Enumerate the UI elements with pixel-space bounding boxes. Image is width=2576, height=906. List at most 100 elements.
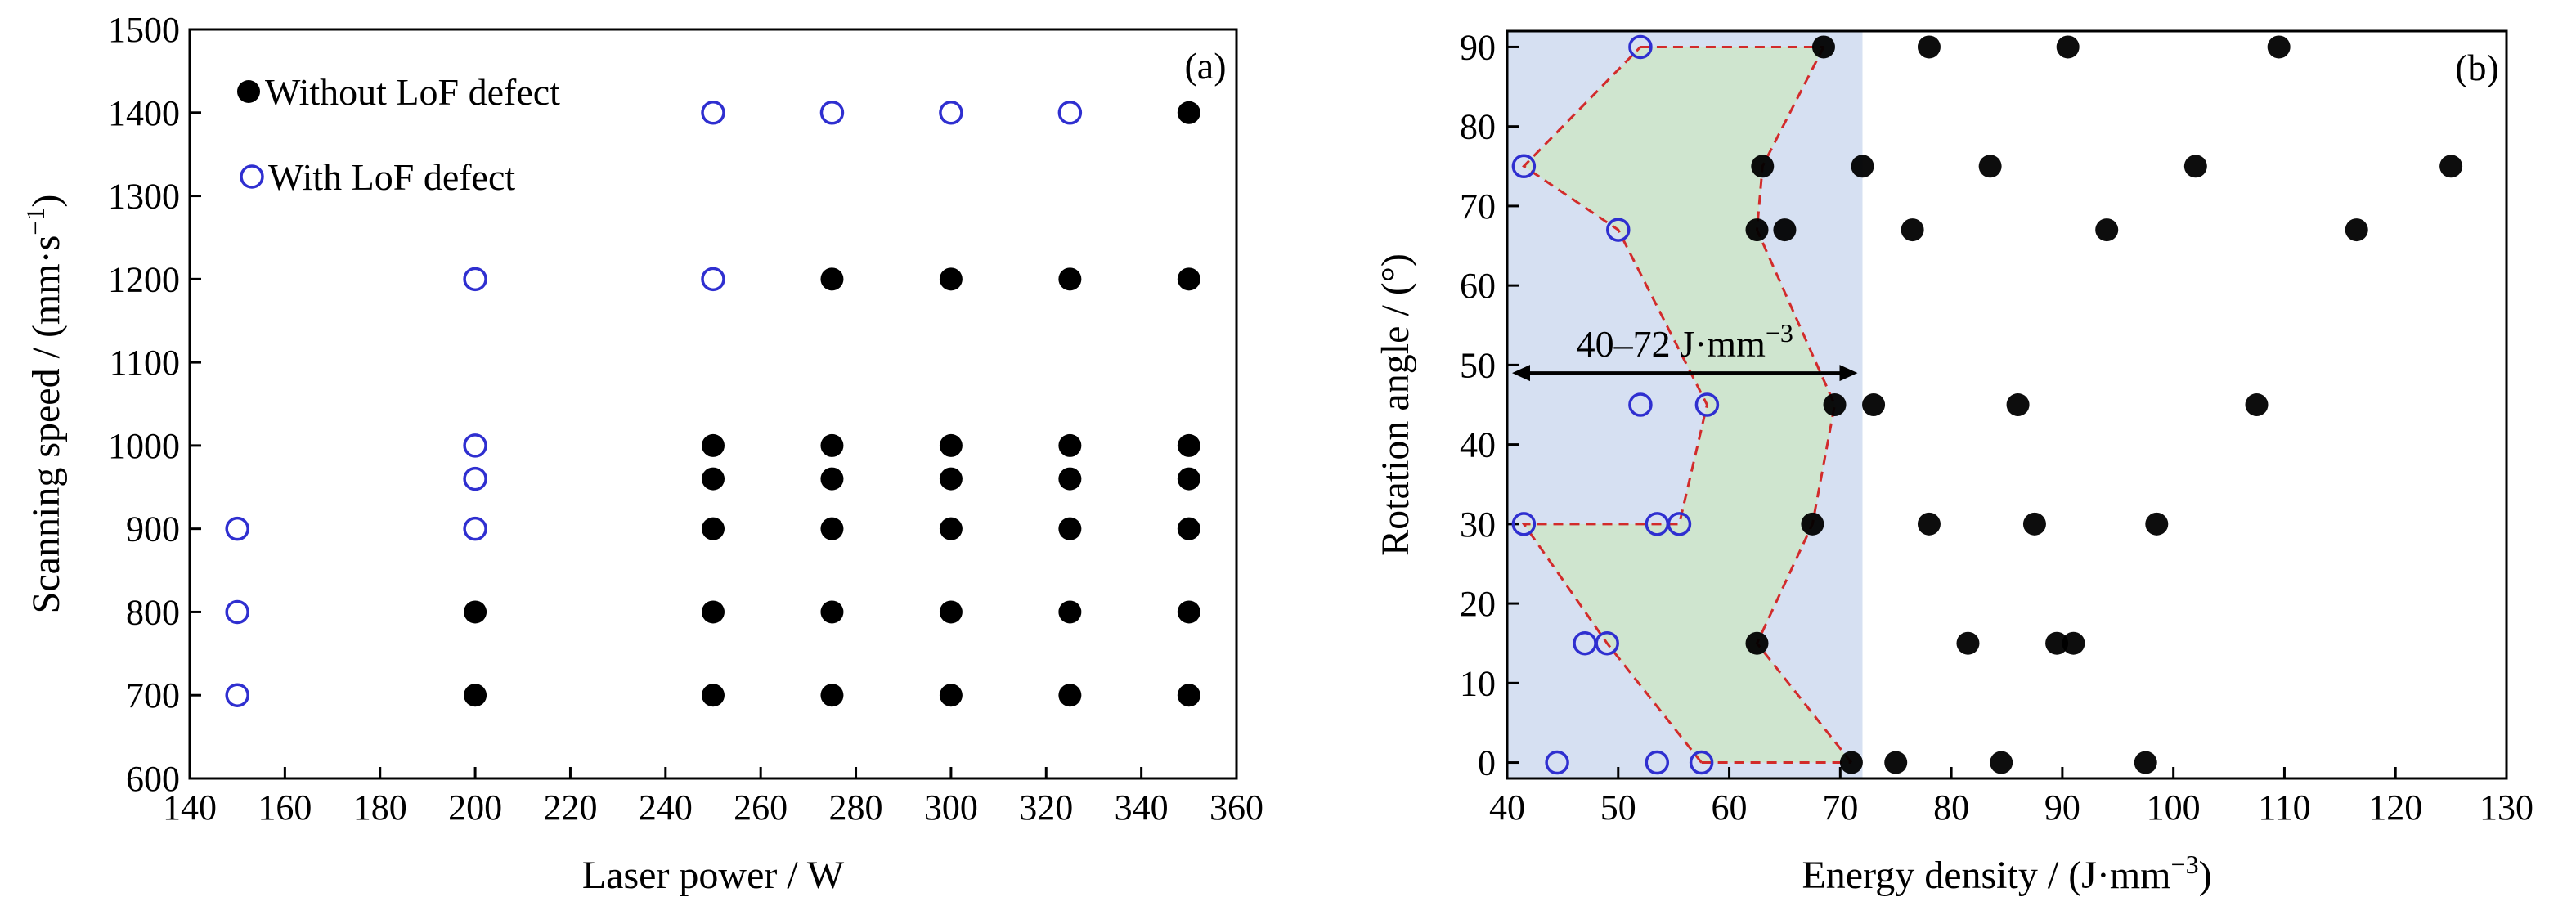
data-point-with-lof xyxy=(1667,512,1692,536)
data-point-without-lof xyxy=(702,684,725,707)
x-tick-label: 320 xyxy=(1019,787,1073,828)
x-tick-label: 340 xyxy=(1115,787,1169,828)
data-point-without-lof xyxy=(1990,751,2013,774)
data-point-with-lof xyxy=(1694,392,1720,417)
y-axis-title: Scanning speed / (mm·s−1) xyxy=(20,195,68,614)
plot-frame xyxy=(188,28,1238,780)
x-axis-title-main: Energy density / (J·mm xyxy=(1802,854,2170,897)
data-point-without-lof xyxy=(939,267,963,291)
y-tick-label: 40 xyxy=(1460,425,1496,465)
y-tick-label: 1300 xyxy=(108,177,180,217)
x-tick-label: 300 xyxy=(924,787,978,828)
legend-label-without-lof: Without LoF defect xyxy=(265,71,560,113)
data-point-with-lof xyxy=(463,516,487,541)
y-tick-label: 50 xyxy=(1460,345,1496,385)
data-point-without-lof xyxy=(702,517,725,540)
data-point-without-lof xyxy=(820,267,844,291)
data-point-with-lof xyxy=(225,516,249,541)
y-tick-label: 30 xyxy=(1460,505,1496,545)
y-tick-label: 900 xyxy=(126,509,180,549)
data-point-without-lof xyxy=(1177,467,1200,491)
y-tick-label: 90 xyxy=(1460,27,1496,67)
data-point-without-lof xyxy=(702,433,725,457)
panel-label-b: (b) xyxy=(2455,47,2499,88)
panel-a-scatter-chart: 140 160 180 200 220 240 260 280 300 320 340 360 600 7… xyxy=(20,10,1263,897)
panel-label-a: (a) xyxy=(1184,45,1226,87)
data-point-without-lof xyxy=(2267,35,2291,59)
y-tick-label: 1500 xyxy=(108,10,180,50)
x-tick-label: 160 xyxy=(258,787,312,828)
data-point-without-lof xyxy=(1058,467,1082,491)
x-tick-label: 110 xyxy=(2258,787,2310,828)
data-point-without-lof xyxy=(702,467,725,491)
plot-frame xyxy=(1506,29,2508,780)
lower-boundary-line xyxy=(1521,46,1708,764)
data-point-with-lof xyxy=(1595,630,1619,656)
y-tick-label: 800 xyxy=(126,592,180,632)
data-point-without-lof xyxy=(2245,393,2269,416)
data-point-without-lof xyxy=(820,433,844,457)
data-point-without-lof xyxy=(1901,218,1924,242)
x-tick-label: 40 xyxy=(1489,787,1525,828)
x-tick-label: 80 xyxy=(1933,787,1969,828)
data-point-with-lof xyxy=(225,683,249,707)
y-tick-label: 10 xyxy=(1460,663,1496,703)
x-tick-label: 260 xyxy=(734,787,788,828)
data-point-with-lof xyxy=(1628,392,1653,417)
y-tick-label: 0 xyxy=(1478,743,1496,783)
range-annotation-sup: −3 xyxy=(1766,318,1793,348)
data-point-with-lof xyxy=(1545,750,1569,775)
x-tick-label: 130 xyxy=(2480,787,2533,828)
data-point-without-lof xyxy=(820,517,844,540)
legend-marker-without-lof xyxy=(237,80,260,103)
data-point-without-lof xyxy=(1773,218,1797,242)
x-tick-label: 280 xyxy=(829,787,883,828)
x-tick-label: 50 xyxy=(1600,787,1636,828)
data-point-without-lof xyxy=(1058,517,1082,540)
data-point-without-lof xyxy=(1745,631,1769,655)
data-point-without-lof xyxy=(1917,512,1941,536)
data-point-with-lof xyxy=(701,101,725,125)
data-point-without-lof xyxy=(820,684,844,707)
legend-marker-with-lof xyxy=(240,164,264,189)
data-point-without-lof xyxy=(702,600,725,624)
data-point-without-lof xyxy=(1058,684,1082,707)
y-tick-label: 600 xyxy=(126,759,180,799)
x-tick-label: 240 xyxy=(639,787,693,828)
data-point-without-lof xyxy=(2095,218,2119,242)
data-point-without-lof xyxy=(939,600,963,624)
y-axis-title-end: ) xyxy=(25,195,68,208)
data-point-without-lof xyxy=(2439,155,2463,178)
data-point-without-lof xyxy=(1811,35,1835,59)
data-point-without-lof xyxy=(820,600,844,624)
data-point-without-lof xyxy=(2056,35,2080,59)
data-point-with-lof xyxy=(701,267,725,292)
y-tick-label: 1400 xyxy=(108,93,180,133)
data-point-without-lof xyxy=(2183,155,2207,178)
data-point-without-lof xyxy=(2006,393,2030,416)
data-point-without-lof xyxy=(1177,684,1200,707)
y-tick-label: 60 xyxy=(1460,266,1496,306)
data-point-without-lof xyxy=(939,433,963,457)
y-tick-label: 80 xyxy=(1460,107,1496,147)
data-point-with-lof xyxy=(1689,750,1714,775)
x-tick-label: 180 xyxy=(353,787,407,828)
data-point-without-lof xyxy=(464,600,487,624)
x-tick-label: 140 xyxy=(163,787,217,828)
data-point-without-lof xyxy=(1177,517,1200,540)
panel-b-scatter-chart: 40 50 60 70 80 90 100 110 120 130 0 10 20 30 40 50 60 70 8… xyxy=(1374,27,2533,897)
range-arrow-head-right xyxy=(1839,365,1858,382)
data-point-without-lof xyxy=(2045,631,2069,655)
legend-label-with-lof: With LoF defect xyxy=(268,156,515,198)
data-point-with-lof xyxy=(819,101,845,125)
data-point-with-lof xyxy=(463,267,487,292)
data-point-with-lof xyxy=(1628,34,1653,60)
data-point-without-lof xyxy=(1058,433,1082,457)
data-point-with-lof xyxy=(463,466,487,491)
data-point-without-lof xyxy=(939,517,963,540)
data-point-without-lof xyxy=(1177,267,1200,291)
data-point-without-lof xyxy=(1177,600,1200,624)
data-point-with-lof xyxy=(463,433,487,458)
y-tick-label: 70 xyxy=(1460,186,1496,226)
